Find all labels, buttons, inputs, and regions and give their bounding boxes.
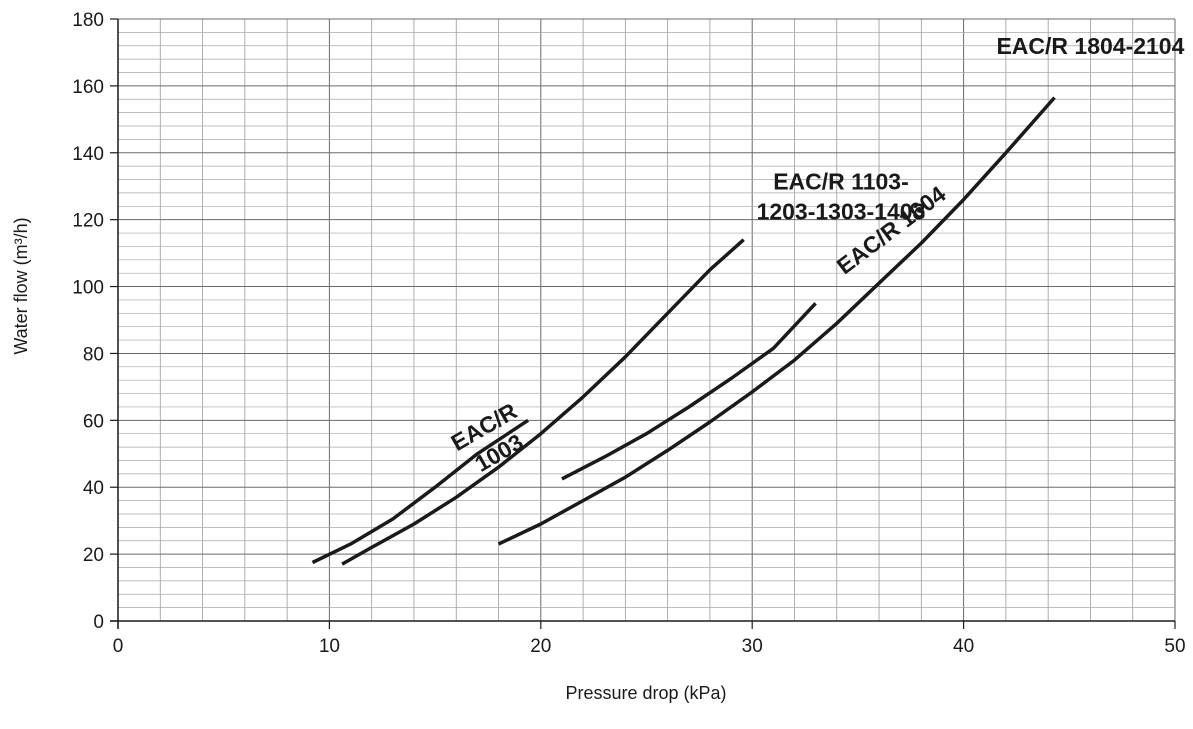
y-tick-label: 180 bbox=[72, 10, 104, 31]
series-label-line: EAC/R 1804-2104 bbox=[996, 33, 1184, 59]
series-label: EAC/R 1804-2104 bbox=[996, 33, 1184, 59]
x-tick-label: 0 bbox=[113, 636, 124, 657]
x-tick-label: 50 bbox=[1164, 636, 1185, 657]
y-tick-label: 100 bbox=[72, 278, 104, 299]
grid-lines bbox=[117, 18, 1176, 622]
series-line bbox=[561, 302, 817, 481]
axes bbox=[110, 19, 1175, 629]
series-line bbox=[341, 238, 745, 566]
series-line bbox=[311, 418, 530, 565]
series-label: EAC/R 1103- 1203-1303-1403 bbox=[757, 169, 926, 225]
x-tick-label: 10 bbox=[319, 636, 340, 657]
y-tick-label: 0 bbox=[93, 612, 104, 633]
series-label-line: 1203-1303-1403 bbox=[757, 199, 926, 225]
y-tick-label: 160 bbox=[72, 77, 104, 98]
y-tick-label: 40 bbox=[83, 478, 104, 499]
x-tick-label: 20 bbox=[530, 636, 551, 657]
y-tick-label: 80 bbox=[83, 344, 104, 365]
y-axis-title: Water flow (m³/h) bbox=[11, 217, 31, 354]
x-axis-title: Pressure drop (kPa) bbox=[565, 683, 726, 703]
x-tick-label: 40 bbox=[953, 636, 974, 657]
x-tick-labels: 0 10 20 30 40 50 bbox=[113, 621, 1186, 657]
series-line bbox=[497, 96, 1056, 546]
y-tick-label: 120 bbox=[72, 211, 104, 232]
y-tick-label: 60 bbox=[83, 411, 104, 432]
series-label-line: EAC/R 1103- bbox=[773, 169, 909, 195]
x-tick-label: 30 bbox=[742, 636, 763, 657]
y-tick-label: 140 bbox=[72, 144, 104, 165]
y-tick-labels: 0 20 40 60 80 100 120 140 160 180 bbox=[72, 10, 118, 633]
series-lines bbox=[311, 96, 1056, 566]
y-tick-label: 20 bbox=[83, 545, 104, 566]
